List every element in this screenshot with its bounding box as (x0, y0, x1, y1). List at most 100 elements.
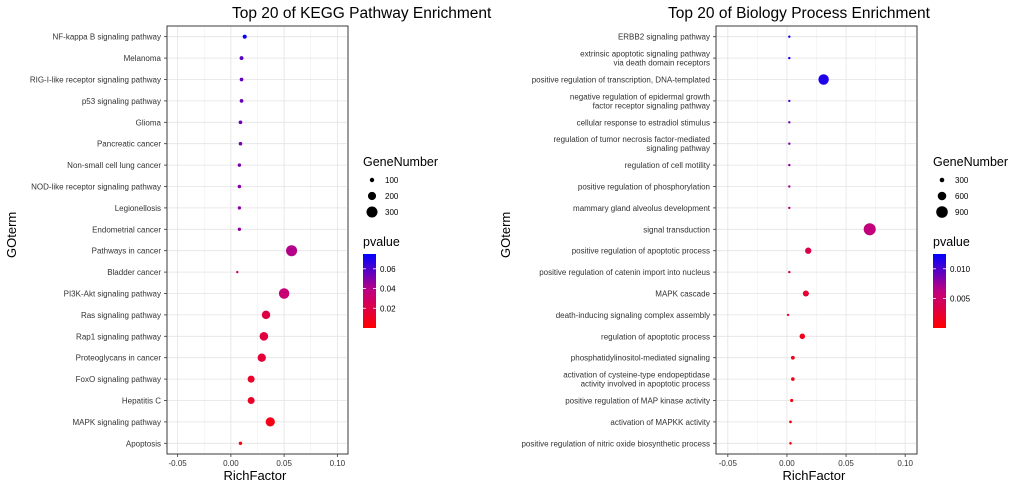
y-tick-label: positive regulation of catenin import in… (539, 268, 710, 277)
data-point (791, 377, 795, 381)
y-tick-label: positive regulation of apoptotic process (572, 247, 710, 256)
panel-border (715, 25, 918, 455)
y-tick-label: activation of MAPKK activity (610, 418, 710, 427)
y-tick-label-line: FoxO signaling pathway (76, 375, 161, 384)
y-tick-label-line: activation of cysteine-type endopeptidas… (563, 371, 710, 380)
y-tick-label-line: Endometrial cancer (92, 225, 161, 234)
data-point (799, 333, 806, 340)
data-point (238, 120, 243, 125)
y-tick-label: positive regulation of phosphorylation (578, 183, 710, 192)
size-legend-dot (937, 191, 947, 201)
color-bar-label: 0.04 (380, 285, 396, 294)
y-tick-label: FoxO signaling pathway (76, 375, 161, 384)
data-point (247, 397, 255, 404)
color-bar-label: 0.06 (380, 265, 396, 274)
y-tick-label-line: MAPK cascade (655, 290, 710, 299)
y-tick-label-line: regulation of apoptotic process (601, 332, 710, 341)
data-point (237, 184, 242, 189)
y-tick-label-line: extrinsic apoptotic signaling pathway (580, 50, 710, 59)
y-tick-label: mammary gland alveolus development (573, 204, 711, 213)
y-tick-label: MAPK cascade (655, 290, 710, 299)
color-bar (363, 254, 376, 328)
y-tick-label-line: signal transduction (643, 225, 710, 234)
y-tick-label: Non-small cell lung cancer (67, 161, 161, 170)
y-tick-label: Bladder cancer (107, 268, 161, 277)
y-tick-label-line: Pathways in cancer (92, 247, 162, 256)
x-tick-label: -0.05 (169, 459, 188, 468)
y-axis-title: GOterm (4, 212, 19, 258)
x-tick-label: 0.10 (330, 459, 346, 468)
y-tick-label-line: Glioma (136, 118, 162, 127)
panel-border (166, 25, 349, 455)
y-tick-label: Legionellosis (115, 204, 161, 213)
data-point (789, 420, 792, 424)
y-tick-label-line: positive regulation of apoptotic process (572, 247, 710, 256)
data-point (247, 375, 255, 383)
y-tick-label-line: negative regulation of epidermal growth (570, 92, 710, 101)
size-legend-dot (369, 177, 375, 183)
data-point (805, 247, 812, 254)
x-tick-label: 0.00 (779, 459, 795, 468)
data-point (790, 398, 794, 403)
y-tick-label-line: activity involved in apoptotic process (581, 380, 710, 389)
size-legend-title: GeneNumber (363, 155, 438, 169)
data-point (237, 206, 242, 210)
y-tick-label: regulation of cell motility (625, 161, 710, 170)
data-point (259, 331, 269, 341)
y-tick-label: Hepatitis C (122, 397, 161, 406)
color-bar-label: 0.005 (950, 294, 971, 303)
y-tick-label-line: Legionellosis (115, 204, 161, 213)
y-tick-label-line: factor receptor signaling pathway (593, 101, 710, 110)
color-bar-label: 0.010 (950, 265, 971, 274)
y-tick-label: RIG-I-like receptor signaling pathway (30, 76, 161, 85)
x-axis-title: RichFactor (783, 468, 847, 483)
y-tick-label-line: via death domain receptors (614, 59, 711, 68)
y-tick-label-line: cellular response to estradiol stimulus (577, 118, 710, 127)
size-legend-title: GeneNumber (933, 155, 1008, 169)
y-tick-label: death-inducing signaling complex assembl… (556, 311, 710, 320)
y-tick-label-line: p53 signaling pathway (82, 97, 161, 106)
data-point (786, 313, 790, 317)
y-tick-label-line: Hepatitis C (122, 397, 161, 406)
y-axis-title: GOterm (498, 212, 513, 258)
size-legend-dot (939, 177, 945, 183)
y-tick-label-line: ERBB2 signaling pathway (618, 33, 710, 42)
color-legend-title: pvalue (363, 235, 400, 249)
chart-title: Top 20 of Biology Process Enrichment (668, 5, 931, 22)
data-point (788, 142, 791, 145)
data-point (788, 35, 791, 38)
data-point (238, 441, 243, 446)
y-tick-label-line: phosphatidylinositol-mediated signaling (571, 354, 710, 363)
data-point (239, 99, 244, 103)
data-point (790, 355, 795, 360)
data-point (788, 99, 791, 103)
y-tick-label: regulation of apoptotic process (601, 332, 710, 341)
x-tick-label: 0.10 (897, 459, 913, 468)
y-tick-label-line: Proteoglycans in cancer (76, 354, 162, 363)
data-point (278, 288, 290, 299)
y-tick-label-line: NF-kappa B signaling pathway (52, 33, 161, 42)
y-tick-label-line: death-inducing signaling complex assembl… (556, 311, 710, 320)
y-tick-label-line: activation of MAPKK activity (610, 418, 710, 427)
data-point (788, 121, 791, 124)
data-point (286, 245, 298, 257)
y-tick-label-line: Apoptosis (126, 439, 161, 448)
color-bar-label: 0.02 (380, 304, 396, 313)
y-tick-label: signal transduction (643, 225, 710, 234)
y-tick-label: phosphatidylinositol-mediated signaling (571, 354, 710, 363)
data-point (257, 353, 266, 362)
y-tick-label: Rap1 signaling pathway (76, 332, 161, 341)
y-tick-label-line: Non-small cell lung cancer (67, 161, 161, 170)
y-tick-label-line: Ras signaling pathway (81, 311, 161, 320)
data-point (265, 417, 275, 427)
y-tick-label: Ras signaling pathway (81, 311, 161, 320)
y-tick-label-line: Pancreatic cancer (97, 140, 161, 149)
data-point (261, 310, 271, 320)
data-point (238, 141, 243, 146)
y-tick-label: regulation of tumor necrosis factor-medi… (553, 135, 710, 153)
y-tick-label: negative regulation of epidermal growth f… (570, 92, 710, 110)
y-tick-label: Pathways in cancer (92, 247, 162, 256)
data-point (239, 77, 244, 82)
y-tick-label-line: PI3K-Akt signaling pathway (64, 290, 161, 299)
data-point (242, 34, 247, 39)
